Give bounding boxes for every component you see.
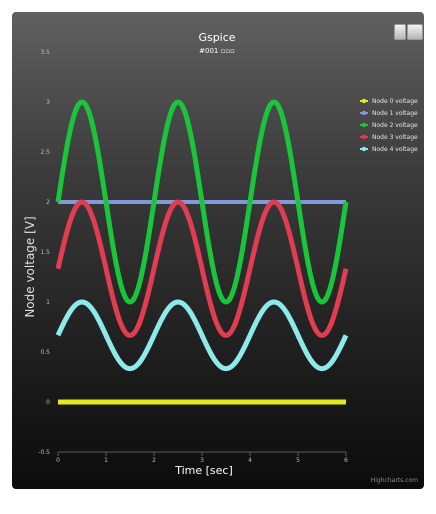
print-icon[interactable] [394,24,406,40]
line-chart: Gspice #001 ▫▫▫ Time [sec] Node voltage … [23,31,418,484]
y-tick-label: 3.5 [40,49,50,56]
chart-title: Gspice [198,31,235,44]
series-line-node-2-voltage[interactable] [55,99,349,305]
x-tick-label: 1 [104,457,108,464]
x-tick-label: 4 [248,457,252,464]
y-tick-label: 0.5 [40,349,50,356]
x-tick-label: 0 [56,457,60,464]
y-tick-label: -0.5 [38,449,50,456]
y-tick-label: 0 [46,399,50,406]
y-tick-label: 3 [46,99,50,106]
chart-subtitle: #001 ▫▫▫ [199,47,235,55]
legend-symbol-marker [361,122,367,128]
credits-label[interactable]: Highcharts.com [371,477,418,484]
legend-symbol-marker [361,110,367,116]
x-tick-label: 5 [296,457,300,464]
legend-item-label[interactable]: Node 2 voltage [372,122,418,129]
legend-symbol-marker [361,146,367,152]
legend-symbol-marker [361,134,367,140]
y-axis-title: Node voltage [V] [23,216,37,317]
y-tick-label: 2.5 [40,149,50,156]
x-tick-label: 6 [344,457,348,464]
y-tick-label: 2 [46,199,50,206]
legend-item-label[interactable]: Node 1 voltage [372,110,418,117]
legend-item-label[interactable]: Node 0 voltage [372,98,418,105]
legend-item-label[interactable]: Node 3 voltage [372,134,418,141]
x-axis-title: Time [sec] [174,464,233,477]
legend-symbol-marker [361,98,367,104]
series-line-node-3-voltage[interactable] [55,199,349,338]
x-tick-label: 2 [152,457,156,464]
legend-item-label[interactable]: Node 4 voltage [372,146,418,153]
chart-panel: Gspice #001 ▫▫▫ Time [sec] Node voltage … [12,12,424,489]
y-tick-label: 1 [46,299,50,306]
series-line-node-4-voltage[interactable] [55,299,349,372]
y-tick-label: 1.5 [40,249,50,256]
export-icon[interactable] [407,24,423,40]
x-tick-label: 3 [200,457,204,464]
